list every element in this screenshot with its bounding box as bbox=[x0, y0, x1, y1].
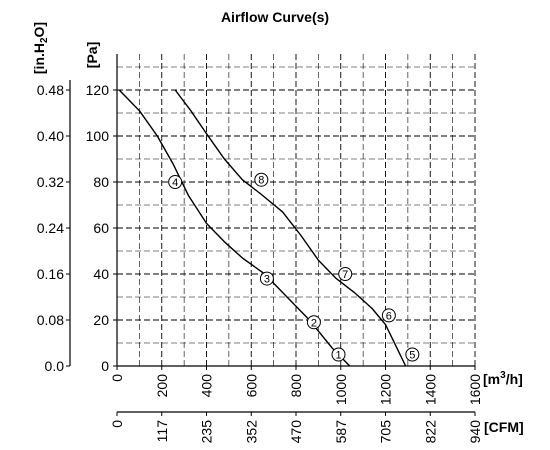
curve-1-marker-circle bbox=[259, 271, 274, 286]
m3h-tick-label: 400 bbox=[199, 374, 215, 398]
pa-tick-label: 120 bbox=[86, 82, 110, 98]
curve-2-marker-circle bbox=[338, 267, 353, 281]
inh2o-tick-label: 0.0 bbox=[45, 358, 65, 374]
pa-tick-label: 100 bbox=[86, 128, 110, 144]
annotation-marker-label: 1 bbox=[335, 350, 341, 362]
annotation-marker-circle bbox=[331, 347, 346, 362]
curve-1-marker-label: 2 bbox=[311, 317, 317, 329]
cfm-tick-label: 822 bbox=[422, 420, 438, 444]
m3h-tick-label: 0 bbox=[109, 374, 125, 382]
inh2o-tick-label: 0.32 bbox=[37, 174, 64, 190]
curve-2-marker-label: 6 bbox=[386, 310, 392, 322]
pa-tick-label: 60 bbox=[93, 220, 109, 236]
inh2o-axis-label: [in.H2O] bbox=[31, 22, 50, 74]
curve-1-marker-circle bbox=[168, 175, 183, 189]
cfm-tick-label: 0 bbox=[109, 420, 125, 428]
curve-2-marker-circle bbox=[254, 172, 269, 187]
inh2o-tick-label: 0.08 bbox=[37, 312, 64, 328]
m3h-tick-label: 1200 bbox=[378, 374, 394, 405]
pa-tick-label: 0 bbox=[101, 358, 109, 374]
inh2o-tick-label: 0.40 bbox=[37, 128, 64, 144]
m3h-tick-label: 800 bbox=[288, 374, 304, 398]
curve-labels: 4 3 2 8 7 6 1 5 bbox=[168, 172, 420, 362]
curve-1-marker-label: 3 bbox=[264, 274, 270, 286]
pa-tick-label: 40 bbox=[93, 266, 109, 282]
pa-axis-label: [Pa] bbox=[84, 42, 100, 68]
cfm-tick-label: 940 bbox=[467, 420, 483, 444]
cfm-tick-label: 352 bbox=[243, 420, 259, 444]
curve-2-marker-circle bbox=[381, 308, 396, 323]
curve-2-marker-label: 8 bbox=[258, 175, 264, 187]
curve-2-marker-label: 7 bbox=[342, 269, 348, 281]
grid bbox=[117, 54, 476, 366]
curve-1-marker-label: 4 bbox=[172, 177, 178, 189]
m3h-tick-label: 200 bbox=[154, 374, 170, 398]
curve-1-marker-circle bbox=[306, 315, 321, 330]
inh2o-tick-label: 0.16 bbox=[37, 266, 64, 282]
chart-title: Airflow Curve(s) bbox=[221, 9, 329, 25]
pa-tick-label: 80 bbox=[93, 174, 109, 190]
cfm-tick-label: 705 bbox=[378, 420, 394, 444]
pa-tick-label: 20 bbox=[93, 312, 109, 328]
inh2o-tick-label: 0.24 bbox=[37, 220, 64, 236]
cfm-axis-label: [CFM] bbox=[484, 419, 524, 435]
annotation-marker-label: 5 bbox=[409, 350, 415, 362]
m3h-axis-label: [m3/h] bbox=[483, 370, 523, 387]
m3h-tick-label: 600 bbox=[243, 374, 259, 398]
m3h-tick-label: 1600 bbox=[467, 374, 483, 405]
inh2o-tick-label: 0.48 bbox=[37, 82, 64, 98]
cfm-tick-label: 117 bbox=[154, 420, 170, 443]
cfm-tick-label: 470 bbox=[288, 420, 304, 444]
m3h-tick-label: 1000 bbox=[333, 374, 349, 405]
m3h-tick-label: 1400 bbox=[422, 374, 438, 405]
cfm-tick-label: 235 bbox=[199, 420, 215, 444]
axes: 0204060801001200.00.080.160.240.320.400.… bbox=[37, 54, 483, 443]
annotation-marker-circle bbox=[405, 347, 420, 362]
cfm-tick-label: 587 bbox=[333, 420, 349, 444]
airflow-curve-2 bbox=[174, 89, 407, 367]
